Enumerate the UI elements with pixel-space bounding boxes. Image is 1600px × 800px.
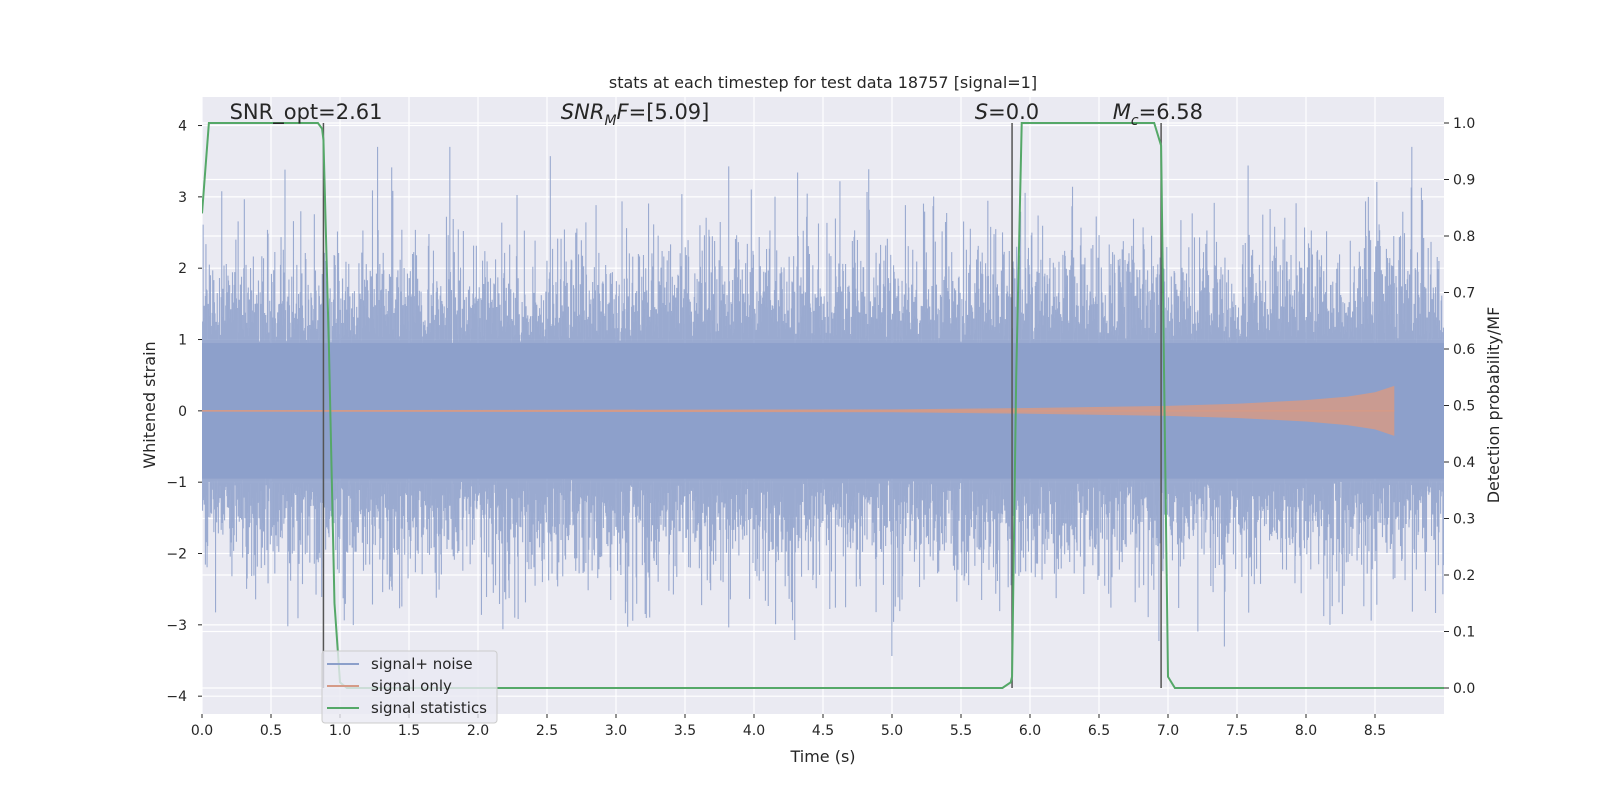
x-tick-label: 4.5 [812,723,834,739]
annotation-s-value: S=0.0 [975,100,1039,124]
y2-tick-label: 0.7 [1453,285,1475,301]
x-tick-label: 6.0 [1019,723,1041,739]
x-tick-label: 3.5 [674,723,696,739]
y-tick-label: −4 [166,689,187,705]
y-tick-label: 1 [178,333,187,349]
y2-tick-label: 0.5 [1453,399,1475,415]
signal-statistics-series [202,121,1444,690]
x-tick-label: 8.0 [1295,723,1317,739]
legend-box [321,650,498,724]
x-tick-label: 3.0 [605,723,627,739]
legend-label-signal-noise: signal+ noise [371,655,473,673]
x-tick-label: 0.5 [260,723,282,739]
y2-tick-label: 0.2 [1453,568,1475,584]
y2-tick-label: 0.8 [1453,229,1475,245]
x-tick-label: 0.0 [191,723,213,739]
annotation-snr-opt: SNR_opt=2.61 [230,100,383,125]
y-tick-label: −2 [166,547,187,563]
y2-tick-label: 1.0 [1453,116,1475,132]
y-tick-label: −3 [166,618,187,634]
signal-statistics-line [202,121,1444,690]
x-tick-label: 7.0 [1157,723,1179,739]
y2-axis-label: Detection probability/MF [1484,307,1503,504]
y2-axis-ticks: 0.0 0.1 0.2 0.3 0.4 0.5 0.6 0.7 0.8 0.9 1.0 [1444,116,1475,697]
y-axis-label: Whitened strain [140,341,159,468]
y2-tick-label: 0.1 [1453,625,1475,641]
signal-only-series [202,385,1395,436]
annotation-mc-value: Mc=6.58 [1113,100,1203,129]
x-axis-ticks: 0.0 0.5 1.0 1.5 2.0 2.5 3.0 3.5 4.0 4.5 5.0 5.5 6.0 6… [191,714,1386,739]
legend-label-signal-only: signal only [371,677,452,695]
y2-tick-label: 0.4 [1453,455,1475,471]
y-tick-label: 2 [178,261,187,277]
x-axis-label: Time (s) [789,747,855,766]
y-tick-label: 4 [178,119,187,135]
x-tick-label: 7.5 [1226,723,1248,739]
x-tick-label: 4.0 [743,723,765,739]
y-tick-label: −1 [166,475,187,491]
y2-tick-label: 0.9 [1453,172,1475,188]
x-tick-label: 6.5 [1088,723,1110,739]
y-tick-label: 0 [178,404,187,420]
y-tick-label: 3 [178,190,187,206]
x-tick-label: 1.5 [398,723,420,739]
x-tick-label: 8.5 [1364,723,1386,739]
y2-tick-label: 0.0 [1453,681,1475,697]
x-tick-label: 1.0 [329,723,351,739]
annotations: SNR_opt=2.61 SNRMF=[5.09] S=0.0 Mc=6.58 [230,100,1203,129]
y2-tick-label: 0.6 [1453,342,1475,358]
chart-title: stats at each timestep for test data 187… [609,73,1037,92]
x-tick-label: 2.5 [536,723,558,739]
x-tick-label: 2.0 [467,723,489,739]
annotation-snr-mf: SNRMF=[5.09] [561,100,710,129]
y2-tick-label: 0.3 [1453,512,1475,528]
legend: signal+ noise signal only signal statist… [321,650,498,724]
x-tick-label: 5.0 [881,723,903,739]
y-axis-ticks: −4 −3 −2 −1 0 1 2 3 4 [166,119,202,705]
legend-label-signal-statistics: signal statistics [371,699,487,717]
x-tick-label: 5.5 [950,723,972,739]
